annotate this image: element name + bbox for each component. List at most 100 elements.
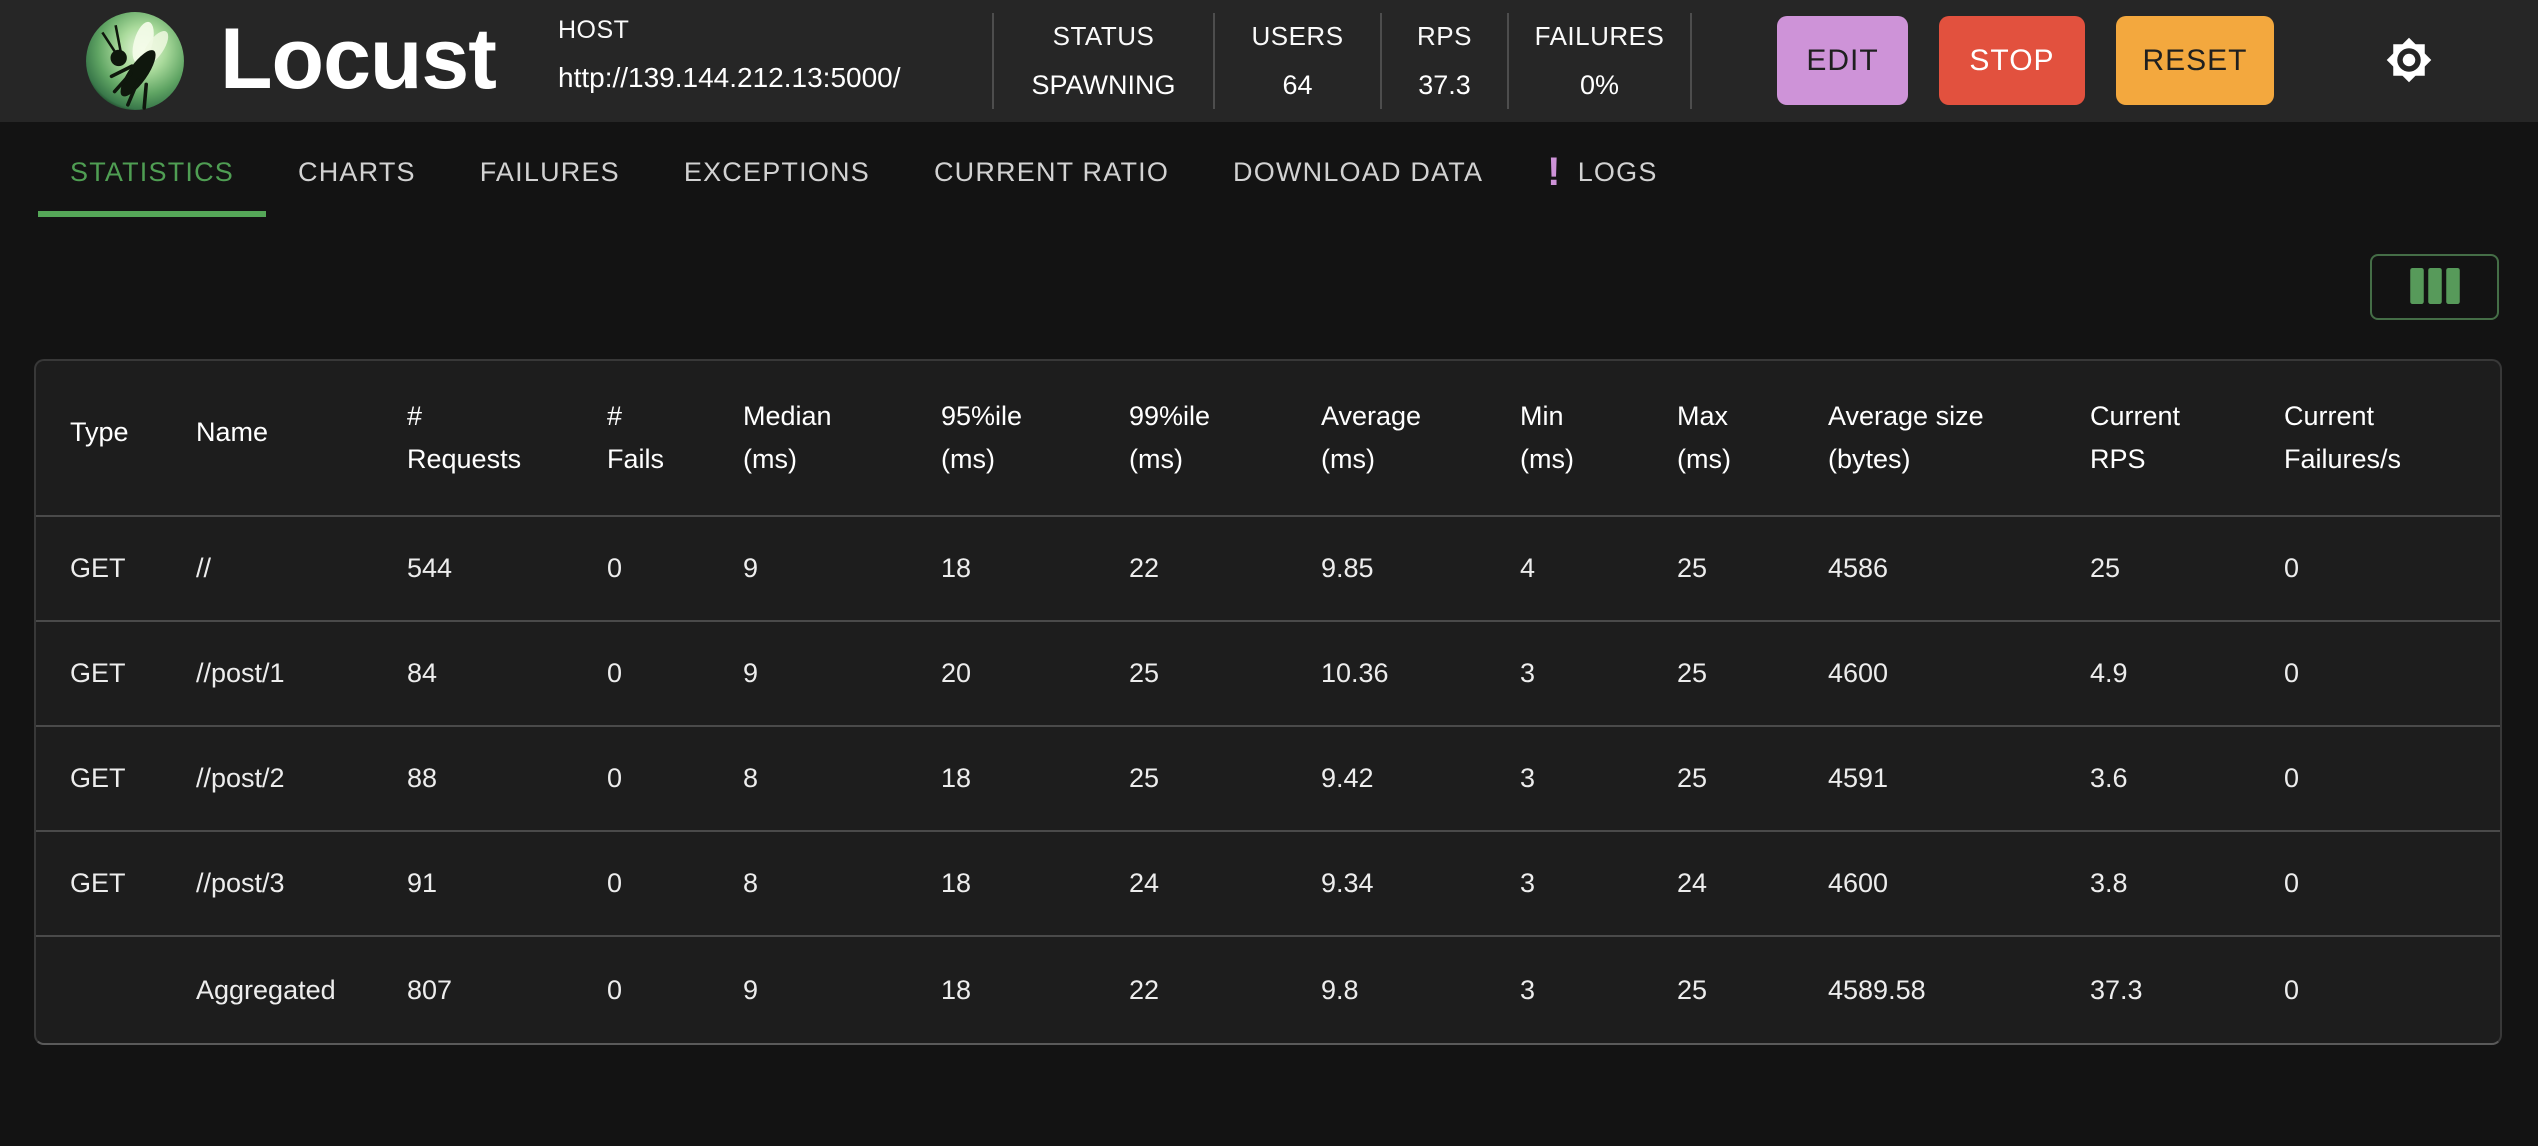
col-header-min[interactable]: Min (ms): [1520, 401, 1574, 474]
table-cell: 25: [1129, 763, 1160, 793]
table-cell: 0: [607, 553, 623, 583]
tab-label: CHARTS: [298, 156, 416, 187]
table-cell: 24: [1129, 868, 1160, 898]
settings-toggle-button[interactable]: [2378, 30, 2440, 92]
table-cell: 0: [607, 868, 623, 898]
table-cell: 0: [2284, 763, 2300, 793]
table-cell: 3: [1520, 868, 1536, 898]
table-cell: 91: [407, 868, 438, 898]
table-cell: 25: [1677, 658, 1708, 688]
table-cell: 0: [607, 975, 623, 1005]
tab-failures[interactable]: FAILURES: [448, 124, 652, 220]
table-header-row: Type Name # Requests # Fails Median (ms) 95…: [36, 361, 2500, 515]
main-tabs: STATISTICS CHARTS FAILURES EXCEPTIONS CU…: [0, 124, 1690, 220]
table-cell: 0: [607, 658, 623, 688]
reset-button[interactable]: RESET: [2116, 16, 2274, 105]
table-cell: 9: [743, 553, 759, 583]
tab-statistics[interactable]: STATISTICS: [38, 124, 267, 220]
table-cell: 25: [1677, 553, 1708, 583]
table-cell: 3.8: [2090, 868, 2128, 898]
col-header-requests[interactable]: # Requests: [407, 401, 522, 474]
table-cell: 9.34: [1321, 868, 1374, 898]
col-header-average[interactable]: Average (ms): [1321, 401, 1422, 474]
table-row: GET //post/3 91 0 8 18 24 9.34 3 24 4600…: [36, 830, 2500, 935]
table-cell: 9: [743, 975, 759, 1005]
stat-failures: FAILURES 0%: [1507, 13, 1692, 109]
columns-icon: [2408, 265, 2462, 310]
table-cell: 88: [407, 763, 438, 793]
table-cell: 8: [743, 868, 759, 898]
table-cell: GET: [70, 553, 126, 583]
table-cell: 0: [2284, 553, 2300, 583]
edit-button[interactable]: EDIT: [1777, 16, 1908, 105]
stat-label: STATUS: [1052, 21, 1155, 51]
col-header-current-failures[interactable]: Current Failures/s: [2284, 401, 2402, 474]
tab-current-ratio[interactable]: CURRENT RATIO: [902, 124, 1201, 220]
col-header-avg-size[interactable]: Average size (bytes): [1828, 401, 1984, 474]
col-header-name[interactable]: Name: [196, 416, 269, 447]
table-cell: 4591: [1828, 763, 1889, 793]
table-cell: GET: [70, 658, 126, 688]
table-cell: 9.42: [1321, 763, 1374, 793]
table-cell: //post/2: [196, 763, 285, 793]
table-cell: 25: [1677, 975, 1708, 1005]
table-cell: 0: [2284, 868, 2300, 898]
statistics-table: Type Name # Requests # Fails Median (ms) 95…: [34, 359, 2502, 1045]
table-cell: 22: [1129, 553, 1160, 583]
app-header: Locust HOST http://139.144.212.13:5000/ …: [0, 0, 2538, 122]
table-row: GET //post/1 84 0 9 20 25 10.36 3 25 460…: [36, 620, 2500, 725]
column-selector-button[interactable]: [2370, 254, 2499, 320]
table-cell: 4600: [1828, 658, 1889, 688]
table-cell: 24: [1677, 868, 1708, 898]
table-cell: 9.85: [1321, 553, 1374, 583]
host-label: HOST: [558, 16, 630, 44]
tab-logs[interactable]: ! LOGS: [1515, 124, 1689, 220]
table-row: GET // 544 0 9 18 22 9.85 4 25 4586 25 0: [36, 515, 2500, 620]
table-row-aggregated: Aggregated 807 0 9 18 22 9.8 3 25 4589.5…: [36, 935, 2500, 1043]
tab-label: EXCEPTIONS: [683, 156, 870, 187]
col-header-99ile[interactable]: 99%ile (ms): [1129, 401, 1211, 474]
stop-button[interactable]: STOP: [1939, 16, 2085, 105]
table-cell: Aggregated: [196, 975, 336, 1005]
stat-status: STATUS SPAWNING: [992, 13, 1213, 109]
table-cell: 3: [1520, 975, 1536, 1005]
stat-value: 0%: [1579, 70, 1620, 100]
stat-value: 37.3: [1418, 70, 1471, 100]
table-cell: 20: [941, 658, 972, 688]
table-cell: 18: [941, 975, 972, 1005]
table-cell: 4589.58: [1828, 975, 1926, 1005]
col-header-current-rps[interactable]: Current RPS: [2090, 401, 2181, 474]
stat-label: RPS: [1417, 21, 1472, 51]
run-stats: STATUS SPAWNING USERS 64 RPS 37.3 FAILUR…: [992, 13, 1692, 109]
table-cell: //post/1: [196, 658, 285, 688]
table-cell: //: [196, 553, 212, 583]
table-cell: GET: [70, 763, 126, 793]
col-header-95ile[interactable]: 95%ile (ms): [941, 401, 1023, 474]
tab-label: STATISTICS: [70, 156, 235, 187]
table-cell: 9.8: [1321, 975, 1359, 1005]
col-header-fails[interactable]: # Fails: [607, 401, 665, 474]
table-cell: 18: [941, 763, 972, 793]
tab-charts[interactable]: CHARTS: [266, 124, 448, 220]
stat-users: USERS 64: [1213, 13, 1380, 109]
tab-exceptions[interactable]: EXCEPTIONS: [652, 124, 902, 220]
table-cell: 10.36: [1321, 658, 1389, 688]
table-cell: 25: [1129, 658, 1160, 688]
col-header-max[interactable]: Max (ms): [1677, 401, 1731, 474]
table-cell: //post/3: [196, 868, 285, 898]
col-header-median[interactable]: Median (ms): [743, 401, 832, 474]
table-cell: 4586: [1828, 553, 1889, 583]
exclamation-badge-icon: !: [1547, 150, 1562, 194]
table-cell: 4: [1520, 553, 1536, 583]
brightness-gear-icon: [2379, 37, 2439, 93]
table-cell: 18: [941, 868, 972, 898]
table-cell: 807: [407, 975, 453, 1005]
table-cell: 0: [2284, 975, 2300, 1005]
tab-label: DOWNLOAD DATA: [1233, 156, 1484, 187]
stat-label: USERS: [1251, 21, 1344, 51]
table-cell: 3: [1520, 763, 1536, 793]
table-cell: 4.9: [2090, 658, 2128, 688]
tab-download-data[interactable]: DOWNLOAD DATA: [1201, 124, 1515, 220]
col-header-type[interactable]: Type: [70, 416, 129, 447]
stat-rps: RPS 37.3: [1380, 13, 1507, 109]
